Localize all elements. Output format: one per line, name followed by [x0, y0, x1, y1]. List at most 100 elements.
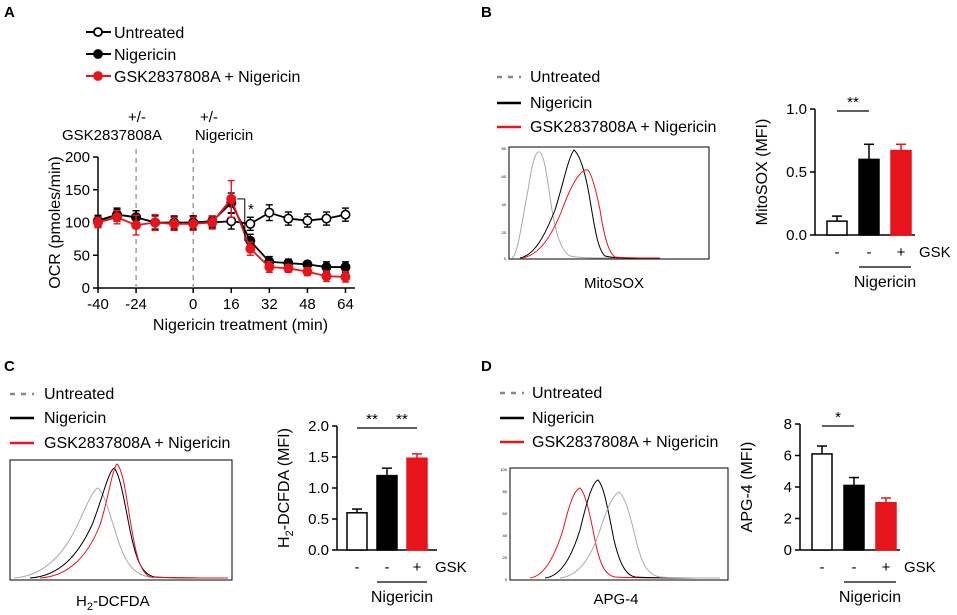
- a-data-point-untreated: [321, 213, 332, 224]
- b-y-tick-label: 0.5: [786, 164, 807, 181]
- histogram-c-curve-gsk: [39, 463, 229, 579]
- svg-text:40: 40: [503, 533, 508, 538]
- a-x-tick-label: 32: [261, 296, 278, 313]
- a-data-point-gsk2837808a-nigericin: [321, 271, 332, 282]
- legend-b-item-gsk: GSK2837808A + Nigericin: [497, 119, 716, 136]
- svg-text:0: 0: [504, 256, 507, 261]
- svg-text:60: 60: [503, 511, 508, 516]
- panel-label-b: B: [481, 4, 492, 21]
- a-data-point-nigericin: [340, 262, 351, 273]
- d-y-axis-label: APG-4 (MFI): [739, 442, 756, 533]
- histogram-d-curve-nigericin: [544, 479, 721, 579]
- a-data-point-gsk2837808a-nigericin: [245, 243, 256, 254]
- a-data-point-gsk2837808a-nigericin: [302, 266, 313, 277]
- histogram-b-curve-nigericin: [519, 149, 651, 259]
- legend-d-item-gsk: GSK2837808A + Nigericin: [500, 434, 718, 451]
- a-data-point-gsk2837808a-nigericin: [112, 212, 123, 223]
- c-category-extra-label: GSK: [435, 559, 467, 576]
- d-category-label: +: [882, 559, 891, 576]
- a-data-point-untreated: [283, 213, 294, 224]
- b-category-label: +: [897, 244, 906, 261]
- c-y-tick-label: 1.5: [308, 449, 329, 466]
- svg-text:60: 60: [502, 174, 507, 179]
- svg-text:0: 0: [505, 577, 508, 582]
- a-data-point-untreated: [302, 215, 313, 226]
- b-bar: [826, 220, 848, 236]
- c-category-label: -: [385, 559, 390, 576]
- a-y-tick-label: 0: [82, 280, 90, 297]
- legend-b: Untreated Nigericin GSK2837808A + Nigeri…: [497, 69, 716, 136]
- svg-text:80: 80: [503, 489, 508, 494]
- d-y-tick-label: 2: [784, 511, 792, 528]
- a-data-point-gsk2837808a-nigericin: [226, 193, 237, 204]
- c-y-tick-label: 0.5: [308, 511, 329, 528]
- legend-c-item-untreated: Untreated: [10, 386, 114, 403]
- panel-d: D Untreated Nigericin GSK2837808A + Nige…: [481, 358, 936, 608]
- b-significance-label: **: [847, 94, 859, 111]
- a-data-point-untreated: [226, 216, 237, 227]
- panel-label-d: D: [481, 358, 492, 375]
- legend-a: Untreated Nigericin GSK2837808A + Nigeri…: [86, 25, 300, 86]
- a-data-point-gsk2837808a-nigericin: [283, 263, 294, 274]
- histogram-c-curve-untreated: [13, 487, 229, 579]
- a-x-tick-label: 16: [223, 296, 240, 313]
- c-y-tick-label: 1.0: [308, 480, 329, 497]
- panel-c: C Untreated Nigericin GSK2837808A + Nige…: [4, 358, 467, 613]
- c-bar: [346, 512, 368, 551]
- a-x-tick-label: 0: [189, 296, 197, 313]
- c-bar: [406, 457, 428, 551]
- annotation-nig-name: Nigericin: [195, 127, 253, 144]
- c-significance-label: **: [366, 411, 378, 428]
- a-data-point-untreated: [245, 218, 256, 229]
- svg-text:20: 20: [502, 230, 507, 235]
- legend-c-item-gsk: GSK2837808A + Nigericin: [10, 435, 230, 452]
- legend-a-label-gsk: GSK2837808A + Nigericin: [114, 69, 300, 86]
- legend-b-item-nigericin: Nigericin: [497, 95, 592, 112]
- c-group-label: Nigericin: [371, 589, 433, 606]
- a-data-point-gsk2837808a-nigericin: [340, 271, 351, 282]
- a-x-tick-label: -40: [87, 296, 109, 313]
- d-y-tick-label: 8: [784, 416, 792, 433]
- legend-c-label-nigericin: Nigericin: [44, 410, 106, 427]
- legend-a-label-nigericin: Nigericin: [114, 47, 176, 64]
- a-x-tick-label: 48: [299, 296, 316, 313]
- legend-c: Untreated Nigericin GSK2837808A + Nigeri…: [10, 386, 230, 452]
- svg-text:20: 20: [503, 555, 508, 560]
- a-data-point-gsk2837808a-nigericin: [207, 217, 218, 228]
- histogram-d-curve-untreated: [559, 491, 721, 579]
- histogram-d-curve-gsk: [529, 487, 721, 579]
- histogram-c: H2-DCFDA: [9, 459, 233, 613]
- c-y-tick-label: 0.0: [308, 542, 329, 559]
- svg-text:80: 80: [502, 146, 507, 151]
- a-x-tick-label: 64: [337, 296, 354, 313]
- d-category-label: -: [852, 559, 857, 576]
- legend-d: Untreated Nigericin GSK2837808A + Nigeri…: [500, 385, 718, 451]
- a-y-tick-label: 50: [73, 247, 90, 264]
- d-y-tick-label: 0: [784, 542, 792, 559]
- legend-a-item-untreated: Untreated: [86, 25, 184, 42]
- c-bar: [376, 474, 398, 551]
- annotation-nig-pm: +/-: [200, 109, 218, 126]
- b-bar: [858, 158, 880, 236]
- d-y-tick-label: 4: [784, 479, 792, 496]
- d-bar: [843, 484, 865, 551]
- b-category-label: -: [835, 244, 840, 261]
- legend-d-item-untreated: Untreated: [500, 385, 602, 402]
- legend-b-item-untreated: Untreated: [497, 69, 600, 86]
- d-bar: [875, 502, 897, 551]
- a-data-point-gsk2837808a-nigericin: [131, 220, 142, 231]
- legend-c-label-untreated: Untreated: [44, 386, 114, 403]
- histogram-c-curve-nigericin: [29, 467, 229, 579]
- a-data-point-gsk2837808a-nigericin: [150, 217, 161, 228]
- d-significance-label: *: [835, 409, 841, 426]
- legend-d-label-untreated: Untreated: [532, 385, 602, 402]
- a-y-tick-label: 150: [65, 182, 90, 199]
- panel-label-a: A: [4, 4, 15, 21]
- b-group-label: Nigericin: [854, 274, 916, 291]
- c-y-axis-label: H2-DCFDA (MFI): [276, 428, 296, 548]
- histogram-c-xlabel: H2-DCFDA: [76, 593, 150, 613]
- histogram-b-curve-untreated: [511, 151, 621, 259]
